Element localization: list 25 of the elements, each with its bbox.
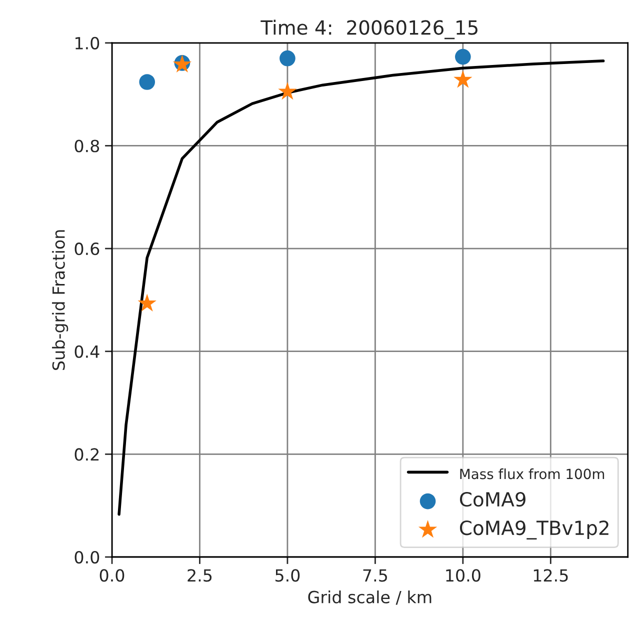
y-tick-label: 0.2 xyxy=(74,448,99,461)
y-tick-label: 0.6 xyxy=(74,242,100,256)
x-tick-label: 5.0 xyxy=(275,569,300,582)
x-tick-label: 10.0 xyxy=(446,569,480,582)
x-tick-label: 0.0 xyxy=(100,569,124,582)
point xyxy=(138,294,156,312)
legend-label: Mass flux from 100m xyxy=(460,468,604,480)
point xyxy=(278,82,297,100)
chart-title: Time 4: 20060126_15 xyxy=(260,20,478,40)
point xyxy=(139,74,156,90)
point xyxy=(280,50,296,66)
x-tick-label: 2.5 xyxy=(188,569,212,582)
y-tick-label: 0.4 xyxy=(74,345,100,358)
y-tick-label: 0.0 xyxy=(74,550,100,564)
legend-label: CoMA9 xyxy=(460,492,526,507)
x-tick-label: 12.5 xyxy=(534,569,568,582)
legend-label: CoMA9_TBv1p2 xyxy=(460,520,608,540)
y-tick-label: 0.8 xyxy=(74,140,100,152)
line-series xyxy=(118,60,605,516)
x-axis-title: Grid scale / km xyxy=(308,590,432,605)
point xyxy=(454,48,471,65)
point xyxy=(454,70,472,88)
y-tick-label: 1.0 xyxy=(76,36,100,50)
y-axis-title: Sub-grid Fraction xyxy=(52,230,68,370)
x-tick-label: 7.5 xyxy=(363,569,387,582)
